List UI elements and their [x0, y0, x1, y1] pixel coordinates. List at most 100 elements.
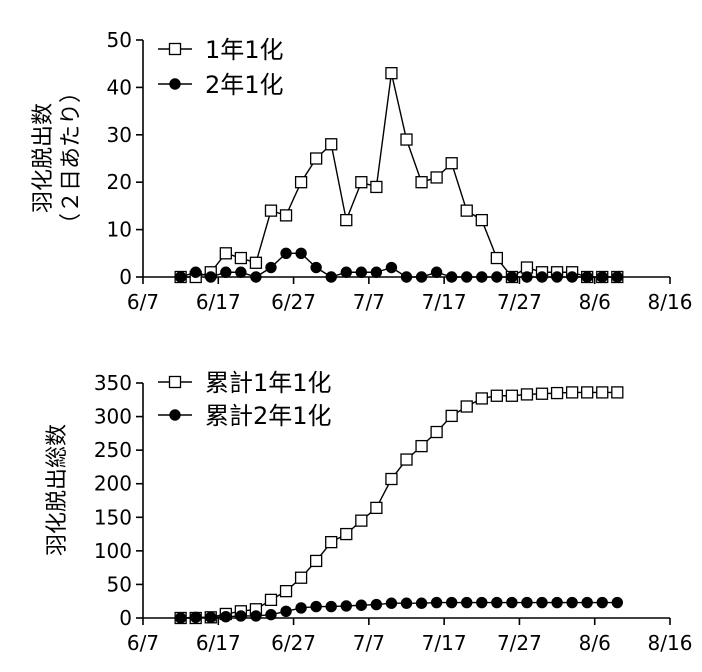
series-filled-circle-point-26: [566, 596, 578, 609]
series-open-square-point-6: [264, 593, 278, 607]
y-tick-label: 20: [107, 170, 132, 194]
series-open-square-point-27: [581, 386, 594, 399]
series-open-square-point-23: [520, 388, 534, 401]
x-tick-label: 7/27: [497, 631, 542, 655]
legend-label: 累計1年1化: [205, 369, 332, 397]
legend-series-open-square-point-0: [168, 42, 182, 56]
series-open-square-point-24: [535, 387, 549, 400]
emergence-per-2days-chart: 0 10 20 30 40 50 6/7 6/17 6/27 7/7 7/17 7/27 8/6 8/16…: [31, 28, 692, 314]
series-open-square-point-7: [279, 584, 293, 598]
series-filled-circle-point-24: [536, 596, 548, 609]
series-filled-circle-point-22: [506, 596, 518, 609]
series-filled-circle-point-5: [250, 610, 262, 622]
series-open-square-point-19: [460, 204, 473, 217]
series-filled-circle-point-28: [596, 271, 608, 283]
series-open-square-point-10: [325, 535, 338, 549]
series-filled-circle-point-10: [325, 271, 337, 283]
legend-series-filled-circle-point-0: [169, 409, 181, 421]
series-filled-circle-point-16: [415, 597, 428, 609]
series-open-square-point-11: [340, 527, 353, 541]
series-open-square-point-9: [310, 554, 323, 568]
series-open-square-point-26: [565, 386, 579, 399]
series-filled-circle-point-24: [536, 271, 548, 283]
y-tick-label: 200: [94, 472, 132, 496]
series-filled-circle-point-8: [295, 247, 307, 260]
series-open-square-point-25: [550, 386, 564, 400]
series-filled-circle-point-15: [400, 597, 413, 609]
series-filled-circle-point-13: [370, 598, 383, 611]
series-filled-circle-point-29: [611, 596, 623, 609]
series-filled-circle-point-0: [174, 612, 187, 624]
series-filled-circle-point-9: [310, 261, 322, 274]
x-tick-label: 6/7: [127, 290, 159, 314]
series-filled-circle-point-4: [235, 610, 247, 622]
series-filled-circle-point-20: [476, 596, 488, 609]
series-open-square-point-12: [355, 514, 368, 527]
x-tick-label: 8/16: [648, 631, 693, 655]
series-filled-circle-point-16: [415, 271, 428, 283]
series-open-square-point-13: [370, 501, 383, 515]
series-open-square-point-21: [490, 389, 503, 402]
series-open-square-point-5: [249, 256, 263, 269]
series-filled-circle-point-21: [491, 596, 503, 609]
series-open-square-line: [180, 73, 618, 278]
x-tick-label: 7/7: [353, 290, 385, 314]
series-open-square-point-17: [430, 425, 443, 439]
series-open-square-point-15: [400, 453, 413, 466]
series-open-square-point-16: [415, 439, 428, 453]
series-open-square-point-14: [385, 67, 398, 80]
series-filled-circle-point-14: [385, 597, 398, 609]
y-axis-title: 羽化脱出総数: [45, 424, 70, 556]
y-tick-label: 10: [107, 218, 132, 242]
series-open-square-point-20: [475, 392, 488, 405]
series-filled-circle-point-22: [506, 271, 518, 283]
series-filled-circle-point-3: [220, 610, 232, 623]
series-filled-circle-point-11: [340, 600, 352, 612]
series-filled-circle-point-29: [611, 271, 623, 283]
x-tick-label: 7/27: [497, 290, 542, 314]
series-open-square-point-29: [611, 386, 624, 399]
legend-label: 2年1化: [205, 71, 284, 99]
y-axis-title: 羽化脱出数: [31, 103, 56, 213]
x-tick-label: 8/16: [648, 290, 693, 314]
series-filled-circle-point-26: [566, 271, 578, 283]
series-filled-circle-point-10: [325, 600, 337, 613]
series-open-square-point-13: [370, 180, 383, 194]
series-filled-circle-point-7: [280, 247, 292, 260]
y-tick-label: 50: [107, 28, 132, 52]
series-filled-circle-point-17: [430, 596, 443, 609]
series-filled-circle-point-12: [355, 599, 368, 611]
x-tick-label: 6/27: [271, 631, 316, 655]
series-filled-circle-point-9: [310, 600, 322, 613]
x-tick-label: 8/6: [579, 631, 611, 655]
y-tick-label: 40: [107, 75, 132, 99]
x-tick-label: 7/17: [422, 290, 467, 314]
series-filled-circle-point-18: [445, 596, 458, 609]
series-filled-circle-point-27: [581, 596, 593, 609]
series-open-square-point-8: [294, 176, 308, 189]
series-filled-circle-point-28: [596, 596, 608, 609]
series-filled-circle-point-6: [265, 261, 277, 274]
y-axis-title: （２日あたり）: [59, 81, 84, 235]
series-filled-circle-point-2: [205, 611, 217, 624]
series-filled-circle-point-25: [551, 596, 563, 609]
series-filled-circle-point-23: [521, 596, 533, 609]
series-open-square-point-15: [400, 133, 413, 146]
y-tick-label: 350: [94, 371, 132, 395]
series-open-square-point-8: [294, 571, 308, 584]
series-open-square-point-22: [505, 389, 519, 402]
series-open-square-point-3: [219, 247, 232, 260]
legend-series-open-square-point-0: [168, 375, 182, 389]
x-tick-label: 6/17: [196, 290, 241, 314]
series-filled-circle-point-27: [581, 271, 593, 283]
x-tick-label: 6/17: [196, 631, 241, 655]
y-tick-label: 0: [119, 265, 132, 289]
series-filled-circle-point-4: [235, 266, 247, 278]
series-filled-circle-point-18: [445, 271, 458, 283]
series-open-square-point-4: [234, 251, 248, 265]
x-tick-label: 7/17: [422, 631, 467, 655]
series-open-square-point-9: [310, 152, 323, 165]
series-filled-circle-point-23: [521, 271, 533, 283]
series-filled-circle-point-3: [220, 266, 232, 278]
series-open-square-point-14: [385, 472, 398, 486]
